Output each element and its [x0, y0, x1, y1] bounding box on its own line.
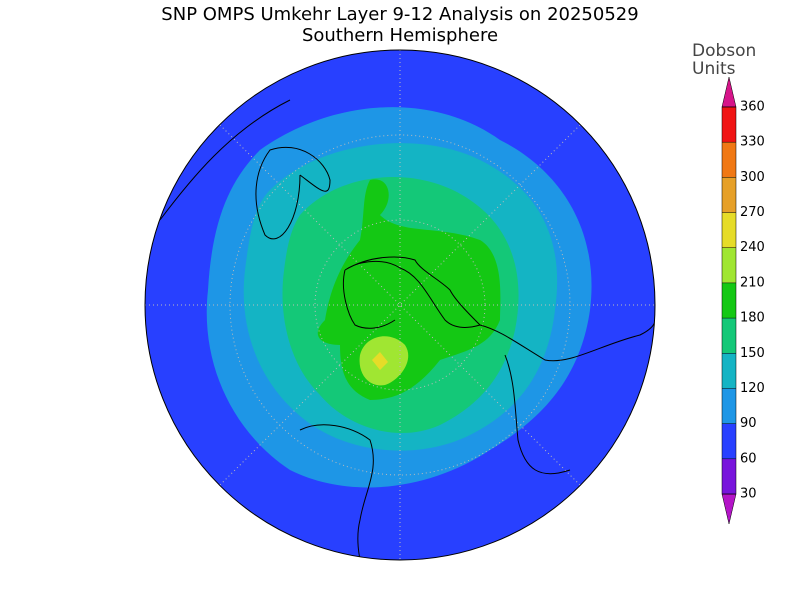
colorbar-tick-label: 330	[740, 135, 765, 150]
subtitle: Southern Hemisphere	[302, 25, 498, 46]
colorbar-tick-label: 180	[740, 311, 765, 326]
colorbar-segment	[722, 353, 736, 389]
contour	[317, 179, 501, 400]
colorbar-segment	[722, 458, 736, 494]
colorbar-tick-label: 90	[740, 416, 757, 431]
colorbar: 30 60 90 120 150 180 210 240 270 300 330 360	[721, 76, 765, 525]
title: SNP OMPS Umkehr Layer 9-12 Analysis on 2…	[161, 4, 638, 25]
colorbar-segment	[722, 107, 736, 143]
colorbar-segment	[722, 177, 736, 213]
colorbar-tick-label: 150	[740, 346, 765, 361]
colorbar-triangle	[721, 76, 737, 108]
colorbar-segment	[722, 142, 736, 178]
colorbar-tick-label: 300	[740, 170, 765, 185]
colorbar-segment	[722, 247, 736, 283]
contour	[372, 352, 388, 370]
colorbar-segment	[722, 388, 736, 424]
colorbar-tick-label: 240	[740, 240, 765, 255]
coastline	[159, 99, 655, 560]
colorbar-segment	[722, 282, 736, 319]
colorbar-tick-label: 360	[740, 100, 765, 115]
map-border	[144, 49, 656, 561]
colorbar-tick-label: 270	[740, 205, 765, 220]
colorbar-tick-label: 120	[740, 381, 765, 396]
colorbar-label: Units	[692, 59, 736, 79]
graticule	[145, 50, 655, 560]
colorbar-tick-label: 30	[740, 487, 757, 502]
colorbar-segment	[722, 423, 736, 459]
colorbar-tick-label: 60	[740, 451, 757, 466]
colorbar-segment	[722, 318, 736, 354]
colorbar-triangle	[721, 493, 737, 525]
colorbar-segment	[722, 212, 736, 248]
map	[144, 49, 656, 561]
colorbar-tick-label: 210	[740, 275, 765, 290]
colorbar-label: Dobson	[692, 41, 756, 61]
